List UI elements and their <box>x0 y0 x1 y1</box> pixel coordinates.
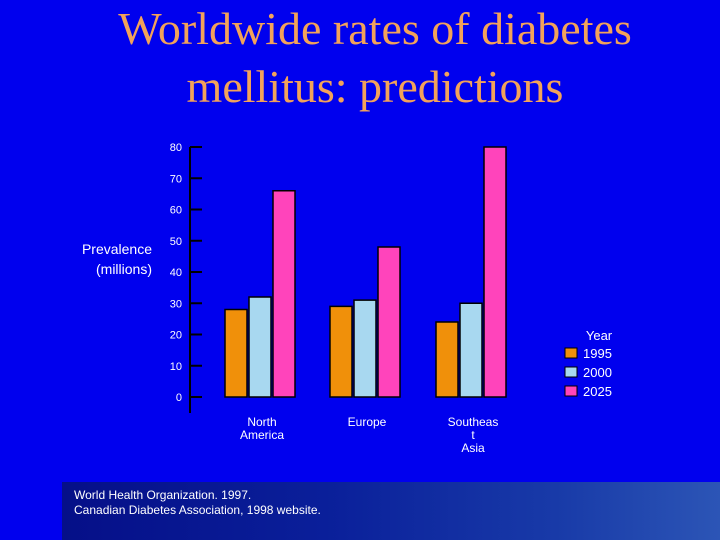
legend-swatch-2025 <box>564 385 578 397</box>
y-axis-label-line-2: (millions) <box>96 261 152 277</box>
source-line-2: Canadian Diabetes Association, 1998 webs… <box>74 503 321 517</box>
y-tick-label-30: 30 <box>170 298 182 310</box>
bar-0-1995 <box>224 308 248 398</box>
legend-label-2000: 2000 <box>583 365 612 380</box>
legend-label-2025: 2025 <box>583 384 612 399</box>
legend-swatch-1995 <box>564 347 578 359</box>
bar-0-2000 <box>248 296 272 398</box>
title-line-1: Worldwide rates of diabetes <box>118 3 632 54</box>
y-tick-label-10: 10 <box>170 361 182 373</box>
source-line-1: World Health Organization. 1997. <box>74 488 252 502</box>
legend-swatch-2000 <box>564 366 578 378</box>
title-line-2: mellitus: predictions <box>186 61 564 112</box>
source-citation: World Health Organization. 1997. Canadia… <box>74 488 321 518</box>
x-label-1-line-0: Europe <box>348 415 387 429</box>
slide-title: Worldwide rates of diabetes mellitus: pr… <box>0 0 720 116</box>
bar-2-2025 <box>483 146 507 398</box>
y-tick-label-20: 20 <box>170 330 182 342</box>
y-tick-label-60: 60 <box>170 205 182 217</box>
bar-2-1995 <box>435 321 459 398</box>
y-tick-label-0: 0 <box>176 392 182 404</box>
bar-0-2025 <box>272 190 296 398</box>
bar-1-2025 <box>377 246 401 398</box>
footer-band <box>62 482 720 540</box>
x-label-2-line-2: Asia <box>461 441 485 455</box>
x-label-0-line-1: America <box>240 428 284 442</box>
x-label-2-line-0: Southeas <box>448 415 499 429</box>
bar-2-2000 <box>459 302 483 398</box>
x-label-0-line-0: North <box>247 415 276 429</box>
y-tick-label-80: 80 <box>170 142 182 154</box>
y-tick-label-40: 40 <box>170 267 182 279</box>
y-tick-label-70: 70 <box>170 173 182 185</box>
x-label-2-line-1: t <box>471 428 475 442</box>
bar-1-2000 <box>353 299 377 398</box>
legend-label-1995: 1995 <box>583 346 612 361</box>
y-axis-label-line-1: Prevalence <box>82 241 152 257</box>
bar-1-1995 <box>329 305 353 398</box>
y-tick-label-50: 50 <box>170 236 182 248</box>
legend-title: Year <box>586 328 613 343</box>
